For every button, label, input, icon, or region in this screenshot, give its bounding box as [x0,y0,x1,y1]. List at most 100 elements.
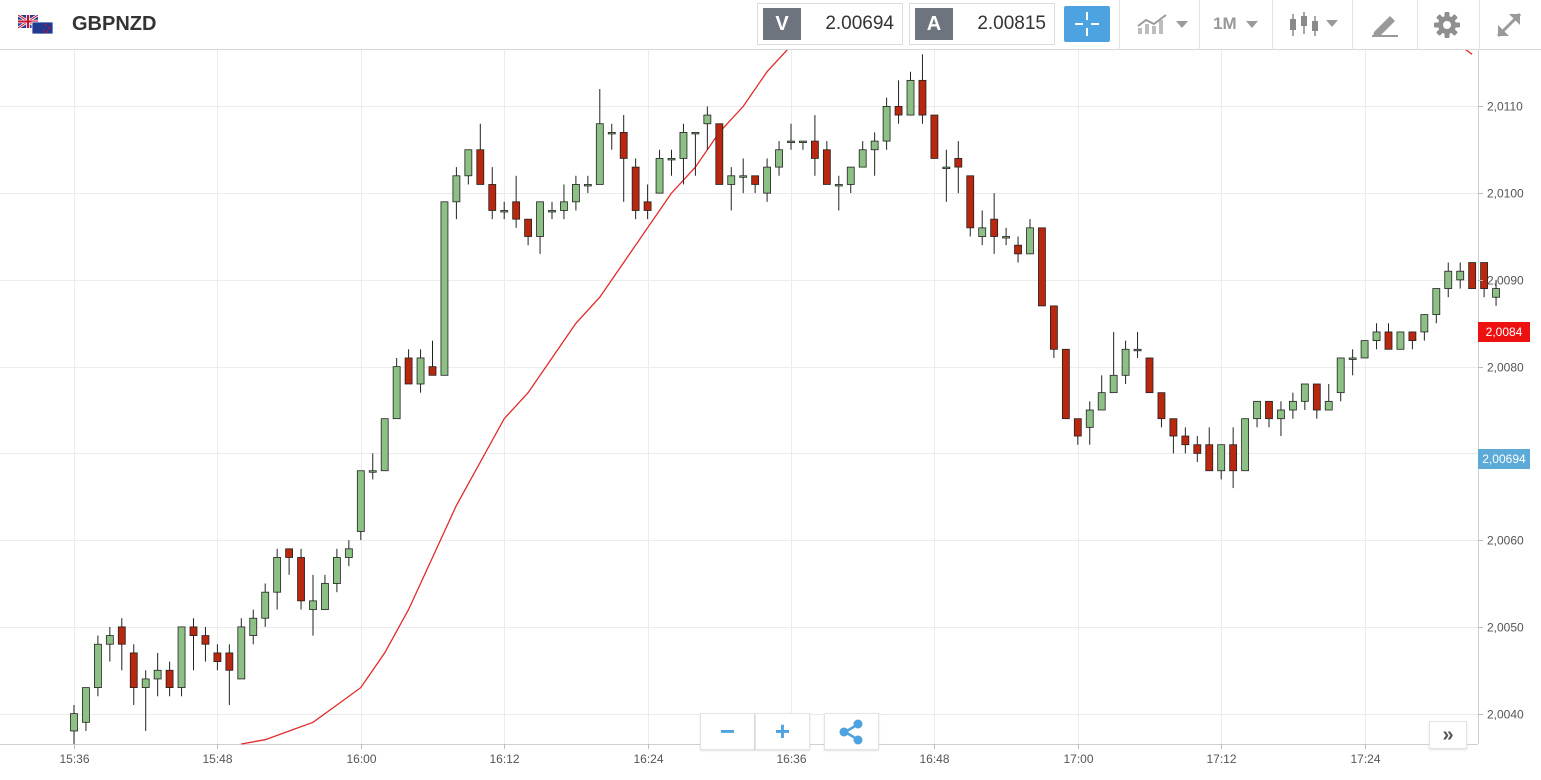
bullish-candle [870,132,879,176]
bullish-candle [70,704,78,744]
candle-body [309,600,317,610]
fullscreen-button[interactable] [1494,10,1526,40]
moving-average-line [241,50,1473,745]
bearish-candle [213,644,222,671]
bearish-candle [165,661,174,697]
settings-button[interactable] [1431,10,1463,40]
bullish-candle [572,175,580,211]
candle-body [488,184,497,211]
bullish-candle [560,184,568,220]
candle-body [799,140,807,143]
bullish-candle [739,158,748,194]
candle-body [273,557,282,593]
zoom-out-button[interactable]: − [700,713,755,750]
candle-body [870,140,879,151]
bullish-candle [1372,323,1381,350]
buy-price-box[interactable]: A 2.00815 [909,3,1055,45]
bearish-candle [428,340,437,376]
candle-body [1145,357,1154,394]
candle-body [1217,444,1226,472]
candle-body [1265,400,1273,420]
time-tick-label: 16:24 [633,752,663,766]
bullish-candle [1241,418,1249,472]
crosshair-icon [1075,12,1099,36]
candle-body [1014,244,1022,255]
candle-body [201,635,210,645]
candle-body [1169,418,1178,437]
candle-body [1456,270,1465,281]
share-button[interactable] [824,713,879,750]
candle-body [846,166,855,185]
candle-body [978,227,987,237]
candle-body [356,470,365,532]
bullish-candle [1253,400,1261,428]
time-tick-label: 16:48 [919,752,949,766]
candle-body [942,166,951,170]
candle-body [1372,331,1381,342]
bullish-candle [1277,401,1285,437]
price-chart[interactable]: 2,00402,00502,00602,00702,00802,00902,01… [0,50,1541,780]
bearish-candle [524,218,532,246]
chart-type-button[interactable] [1134,10,1194,40]
candle-body [1492,288,1500,298]
crosshair-button[interactable] [1064,6,1110,42]
timeframe-button[interactable]: 1M [1213,14,1237,33]
bullish-candle [799,140,807,150]
candle-body [189,626,198,636]
bearish-candle [201,626,210,662]
candle-body [1384,331,1393,350]
toolbar-divider [1352,0,1353,50]
candle-body [524,218,532,237]
bullish-candle [273,548,282,610]
bullish-candle [177,626,186,697]
candle-body [1097,392,1106,411]
bullish-candle [679,123,688,185]
bullish-candle [595,89,604,185]
candle-body [1241,418,1249,472]
candle-body [560,201,568,211]
bullish-candle [380,418,389,472]
candle-body [822,149,831,185]
candle-style-button[interactable] [1286,10,1346,40]
candle-body [619,132,628,159]
candle-body [1396,331,1405,350]
grid-lines [0,50,1478,744]
bullish-candle [787,123,795,150]
candle-body [631,166,640,211]
drawing-tools-button[interactable] [1368,10,1402,40]
bullish-candle [548,201,556,220]
bullish-candle [332,548,341,593]
candle-body [1181,435,1190,446]
bullish-candle [583,175,592,194]
scroll-to-latest-button[interactable]: » [1429,721,1467,749]
candle-body [1432,288,1441,315]
bearish-candle [512,175,521,228]
zoom-in-button[interactable]: + [755,713,810,750]
bearish-candle [1265,400,1273,428]
candle-body [703,114,712,125]
bullish-candle [82,687,90,731]
candle-body [739,175,748,178]
candle-body [1480,262,1488,289]
bullish-candle [1097,375,1106,411]
chart-toolbar: GBPNZD V 2.00694 A 2.00815 1M [0,0,1541,50]
bullish-candle [452,167,461,220]
bullish-candle [703,106,712,150]
price-tick-label: 2,0040 [1487,708,1524,722]
chart-canvas[interactable]: 2,00402,00502,00602,00702,00802,00902,01… [0,50,1541,780]
candle-body [834,184,843,187]
bullish-candle [1420,314,1429,341]
candle-body [583,184,592,187]
bearish-candle [1205,427,1214,472]
bearish-candle [631,158,640,220]
bearish-candle [129,644,138,705]
candle-body [1061,348,1070,420]
chart-type-icon [1137,14,1167,34]
candle-body [380,418,389,472]
candle-body [1229,444,1238,472]
time-tick-label: 16:36 [776,752,806,766]
candle-body [82,687,90,723]
sell-price-box[interactable]: V 2.00694 [757,3,903,45]
candle-body [811,140,819,159]
bearish-candle [1061,348,1070,420]
